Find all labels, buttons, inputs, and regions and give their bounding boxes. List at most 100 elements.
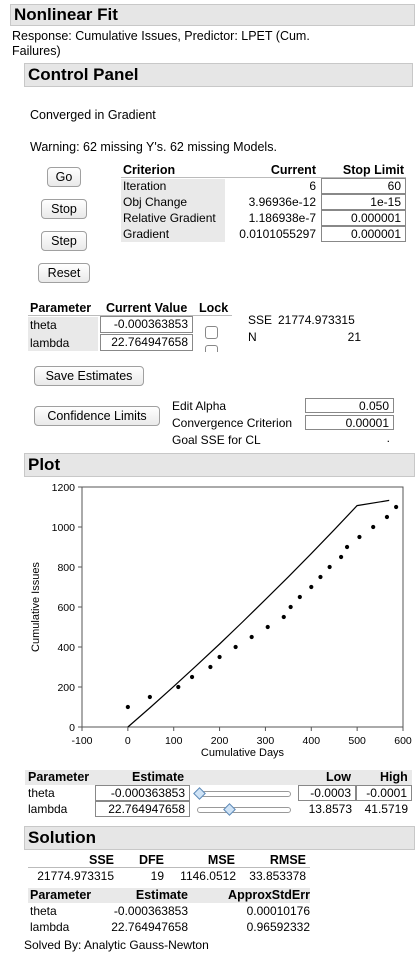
theta-slider-handle[interactable] <box>193 787 206 800</box>
solution-param-header-bg <box>28 888 310 903</box>
criterion-name: Obj Change <box>123 195 188 209</box>
data-point <box>309 584 314 590</box>
data-point <box>281 614 286 620</box>
y-tick-label: 200 <box>57 682 75 694</box>
data-point <box>233 644 238 650</box>
y-tick-label: 1200 <box>52 482 76 494</box>
sse-value: 21774.973315 <box>278 313 355 327</box>
y-tick-label: 1000 <box>52 522 76 534</box>
plot-title: Plot <box>28 455 61 474</box>
stop-limit-input[interactable]: 60 <box>321 178 406 194</box>
data-point <box>297 594 302 600</box>
stop-limit-input[interactable]: 1e-15 <box>321 194 406 210</box>
response-line-2: Failures) <box>12 44 61 58</box>
rmse-header: RMSE <box>269 853 306 867</box>
low-input[interactable]: -0.0003 <box>298 785 356 801</box>
parameter-name-bg <box>28 317 98 351</box>
edit-alpha-input[interactable]: 0.050 <box>305 398 394 413</box>
parameter-name: lambda <box>30 336 70 350</box>
y-tick-label: 600 <box>57 602 75 614</box>
lock-checkbox[interactable] <box>205 345 218 352</box>
x-tick-label: 0 <box>125 735 131 747</box>
save-estimates-button[interactable]: Save Estimates <box>34 366 144 386</box>
lock-header: Lock <box>199 301 229 315</box>
control-panel-title: Control Panel <box>28 65 139 84</box>
lambda-slider[interactable] <box>197 807 291 813</box>
plot-header[interactable] <box>24 453 415 477</box>
approx-stderr-header: ApproxStdErr <box>228 888 310 902</box>
mse-header: MSE <box>207 853 235 867</box>
parameter-value-input[interactable]: -0.000363853 <box>100 316 193 333</box>
solution-parameter-header: Parameter <box>30 888 92 902</box>
solution-header[interactable] <box>24 826 415 850</box>
estimate-input[interactable]: -0.000363853 <box>95 785 190 801</box>
solution-title: Solution <box>28 828 96 847</box>
data-point <box>125 704 130 710</box>
lambda-slider-handle[interactable] <box>223 803 236 816</box>
estimates-parameter-header: Parameter <box>28 770 90 784</box>
go-button[interactable]: Go <box>47 167 81 187</box>
solution-stderr: 0.00010176 <box>246 904 310 918</box>
estimate-header: Estimate <box>132 770 185 784</box>
edit-alpha-label: Edit Alpha <box>172 399 227 413</box>
parameter-divider <box>28 315 232 316</box>
criterion-current: 3.96936e-12 <box>248 195 316 209</box>
parameter-header: Parameter <box>30 301 92 315</box>
data-point <box>288 604 293 610</box>
data-point <box>217 654 222 660</box>
current-value-header: Current Value <box>106 301 188 315</box>
data-point <box>318 574 323 580</box>
data-point <box>147 694 152 700</box>
confidence-limits-button[interactable]: Confidence Limits <box>34 406 160 426</box>
stop-limit-input[interactable]: 0.000001 <box>321 226 406 242</box>
dfe-header: DFE <box>139 853 164 867</box>
data-point <box>249 634 254 640</box>
estimate-param-name: theta <box>28 786 55 800</box>
parameter-value-input[interactable]: 22.764947658 <box>100 334 193 351</box>
warning-text: Warning: 62 missing Y's. 62 missing Mode… <box>30 140 277 154</box>
report-title: Nonlinear Fit <box>14 5 118 24</box>
x-tick-label: 600 <box>394 735 412 747</box>
data-point <box>208 664 213 670</box>
data-point <box>384 514 390 520</box>
stop-button[interactable]: Stop <box>41 199 87 219</box>
x-tick-label: 300 <box>257 735 275 747</box>
reset-button[interactable]: Reset <box>38 263 90 283</box>
x-tick-label: 100 <box>165 735 183 747</box>
convergence-input[interactable]: 0.00001 <box>305 415 394 430</box>
y-tick-label: 800 <box>57 562 75 574</box>
response-line-1: Response: Cumulative Issues, Predictor: … <box>12 29 310 43</box>
solution-estimate: -0.000363853 <box>113 904 188 918</box>
convergence-label: Convergence Criterion <box>172 416 293 430</box>
high-input[interactable]: -0.0001 <box>356 785 412 801</box>
rmse-value: 33.853378 <box>249 869 306 883</box>
solution-stderr: 0.96592332 <box>246 920 310 934</box>
control-panel-header[interactable] <box>24 63 413 87</box>
x-tick-label: 200 <box>211 735 229 747</box>
lock-checkbox[interactable] <box>205 326 218 339</box>
theta-slider[interactable] <box>197 791 291 797</box>
criterion-current: 6 <box>309 179 316 193</box>
high-header: High <box>380 770 408 784</box>
x-axis-label: Cumulative Days <box>201 747 285 759</box>
data-point <box>394 504 399 510</box>
y-tick-label: 400 <box>57 642 75 654</box>
criterion-name: Gradient <box>123 227 170 241</box>
data-point <box>371 524 376 530</box>
step-button[interactable]: Step <box>41 231 87 251</box>
y-tick-label: 0 <box>69 722 75 734</box>
stop-limit-input[interactable]: 0.000001 <box>321 210 406 226</box>
data-point <box>265 624 270 630</box>
criterion-current: 0.0101055297 <box>239 227 316 241</box>
estimate-param-name: lambda <box>28 802 68 816</box>
n-label: N <box>248 330 257 344</box>
solved-by-text: Solved By: Analytic Gauss-Newton <box>24 938 209 952</box>
estimate-input[interactable]: 22.764947658 <box>95 801 190 817</box>
dfe-value: 19 <box>150 869 164 883</box>
solution-divider <box>28 867 310 868</box>
data-point <box>344 544 350 550</box>
report-title-bar[interactable] <box>10 4 415 26</box>
x-tick-label: 500 <box>348 735 366 747</box>
criterion-current: 1.186938e-7 <box>248 211 316 225</box>
